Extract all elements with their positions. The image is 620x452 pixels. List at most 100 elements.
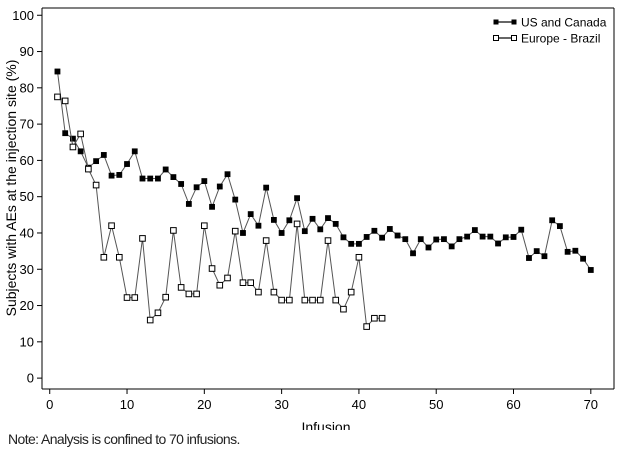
data-point [355,253,363,261]
data-point [177,284,185,291]
data-point [139,235,146,242]
data-point [316,296,324,304]
data-point [201,222,208,230]
data-point [394,232,401,239]
data-point [356,240,362,247]
data-point [293,220,301,228]
data-point [549,217,556,224]
data-point [77,148,84,155]
data-point [587,267,594,273]
data-point [178,181,185,187]
x-tick-label: 70 [584,397,598,412]
data-point [193,184,200,191]
legend-marker [493,19,499,25]
data-point [324,237,332,244]
data-point [580,255,586,262]
data-point [208,265,216,272]
y-tick-label: 20 [20,298,34,313]
data-point [155,175,161,182]
data-point [93,158,100,165]
data-point [286,296,293,304]
data-point [170,174,177,180]
data-point [441,236,447,243]
y-tick-label: 70 [20,117,34,132]
data-point [379,234,386,241]
data-point [263,184,270,191]
y-axis-ticks: 0 10 20 30 40 50 60 70 80 90 100 [12,8,42,386]
data-point [479,233,486,240]
legend-marker [511,19,517,25]
data-point [278,230,285,236]
data-point [255,222,262,229]
data-point [216,281,224,289]
data-point [62,130,69,137]
data-point [378,314,386,322]
data-point [69,143,77,151]
data-point [471,227,478,233]
data-point [278,296,285,304]
data-point [301,296,309,304]
y-tick-label: 100 [12,8,34,23]
y-tick-label: 40 [20,225,34,240]
data-point [147,175,154,182]
data-point [301,228,308,235]
y-axis-title: Subjects with AEs at the injection site … [3,60,19,317]
data-point [347,288,355,296]
data-point [247,279,255,286]
data-point [216,183,223,190]
data-point [363,234,370,240]
data-point [224,274,231,282]
data-point [309,215,316,222]
data-point [262,237,270,244]
data-point [556,223,563,229]
data-point [255,288,262,296]
data-point [170,227,177,234]
data-point [77,130,84,138]
data-point [131,294,139,301]
data-point [154,309,162,317]
data-point [100,253,108,261]
data-point [193,290,200,298]
plot-frame [41,7,615,390]
series-1 [54,68,594,273]
data-point [456,236,463,243]
data-point [116,172,123,178]
x-axis-title: Infusion [301,419,350,430]
series-layer [54,68,594,330]
data-point [270,217,277,223]
footnote: Note: Analysis is confined to 70 infusio… [8,431,240,447]
x-tick-label: 40 [352,397,366,412]
data-point [162,293,169,301]
data-point [541,253,548,260]
data-point [487,233,494,240]
data-point [232,196,239,203]
data-point [371,227,378,234]
data-point [108,222,115,230]
data-point [185,290,193,298]
y-tick-label: 10 [20,334,34,349]
data-point [124,161,130,167]
legend-label: US and Canada [521,16,607,30]
legend-label: Europe - Brazil [521,32,600,46]
data-point [572,247,579,254]
data-point [239,279,247,286]
data-point [495,240,501,247]
data-point [209,203,215,210]
data-point [448,243,455,250]
data-point [410,250,416,257]
data-point [348,240,355,247]
data-point [100,152,107,158]
data-point [402,236,409,243]
x-tick-label: 30 [274,397,288,412]
data-point [425,244,432,251]
data-point [247,211,254,218]
data-point [115,253,123,261]
data-point [85,165,92,173]
data-point [386,226,393,232]
data-point [146,316,154,324]
x-tick-label: 50 [429,397,443,412]
series-line [57,96,383,328]
data-point [54,93,61,101]
data-point [61,97,69,105]
data-point [533,248,540,255]
